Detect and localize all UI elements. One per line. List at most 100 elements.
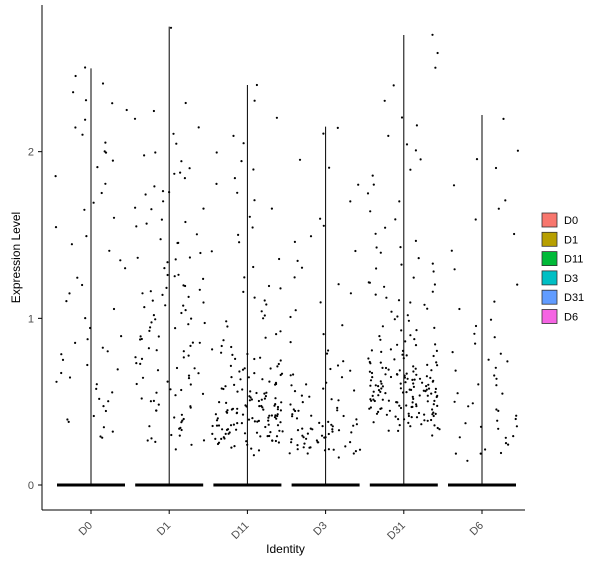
data-point [259, 356, 262, 359]
data-point [253, 296, 256, 299]
data-point [174, 327, 177, 330]
data-point [305, 437, 308, 440]
data-point [135, 362, 138, 365]
legend-swatch [541, 270, 558, 286]
data-point [180, 428, 183, 432]
data-point [84, 99, 88, 102]
data-point [54, 226, 58, 229]
data-point [164, 304, 167, 307]
data-point [431, 290, 434, 293]
data-point [76, 276, 79, 279]
x-tick-label-d6: D6 [468, 520, 486, 538]
data-point [322, 224, 325, 227]
data-point [232, 134, 235, 137]
data-point [516, 283, 519, 286]
data-point [435, 361, 438, 364]
data-point [157, 403, 160, 406]
data-point [166, 380, 169, 383]
data-point [136, 256, 139, 259]
legend-swatch [541, 212, 558, 228]
data-point [184, 284, 187, 288]
data-point [387, 134, 390, 137]
data-point [99, 435, 102, 438]
data-point [146, 439, 149, 442]
data-point [60, 371, 63, 375]
zero-cluster [291, 483, 360, 487]
data-point [230, 446, 233, 449]
data-point [409, 168, 412, 171]
data-point [140, 357, 144, 360]
data-point [170, 433, 173, 437]
data-point [432, 411, 435, 414]
data-point [413, 338, 416, 341]
data-point [225, 410, 228, 413]
legend-item-d6: D6 [541, 309, 578, 324]
data-point [358, 448, 362, 451]
data-point [392, 84, 395, 87]
data-point [260, 398, 263, 401]
data-point [250, 398, 253, 401]
data-point [405, 404, 408, 407]
data-point [271, 439, 274, 442]
data-point [389, 375, 393, 379]
legend-swatch [541, 309, 558, 324]
data-point [240, 422, 243, 425]
data-point [410, 416, 413, 419]
data-point [187, 295, 190, 298]
data-point [433, 399, 436, 402]
data-point [319, 217, 322, 220]
data-point [494, 166, 498, 170]
data-point [331, 430, 334, 433]
data-point [150, 208, 153, 211]
data-point [264, 395, 267, 398]
data-point [240, 160, 243, 163]
data-point [434, 66, 437, 69]
data-point [160, 218, 163, 221]
y-axis-title: Expression Level [9, 212, 23, 303]
data-point [434, 343, 437, 346]
data-point [411, 395, 414, 398]
data-point [354, 450, 357, 453]
data-point [178, 434, 181, 437]
data-point [393, 358, 396, 361]
data-point [139, 362, 142, 365]
data-point [267, 416, 270, 419]
data-point [262, 317, 265, 320]
data-point [163, 267, 166, 270]
data-point [377, 410, 380, 413]
data-point [370, 371, 374, 375]
data-point [412, 397, 415, 400]
data-point [276, 405, 280, 409]
data-point [149, 326, 152, 329]
data-point [454, 369, 457, 372]
data-point [260, 310, 263, 313]
data-point [86, 363, 89, 367]
data-point [172, 132, 175, 135]
legend-item-d1: D1 [541, 231, 578, 247]
data-point [381, 385, 384, 388]
data-point [154, 151, 157, 154]
data-point [336, 406, 339, 409]
data-point [104, 141, 107, 144]
data-point [374, 384, 377, 387]
data-point [423, 419, 426, 422]
zero-cluster [213, 483, 282, 487]
data-point [215, 151, 218, 154]
data-point [412, 385, 415, 388]
data-point [415, 403, 418, 406]
data-point [357, 183, 360, 186]
data-point [419, 158, 422, 161]
data-point [433, 326, 436, 329]
data-point [411, 378, 414, 381]
data-point [260, 404, 263, 408]
data-point [268, 434, 271, 438]
data-point [385, 296, 388, 299]
data-point [102, 405, 105, 408]
data-point [211, 348, 214, 351]
data-point [231, 353, 234, 356]
data-point [226, 325, 229, 328]
data-point [354, 249, 357, 253]
data-point [317, 441, 320, 444]
data-point [417, 411, 421, 415]
data-point [247, 376, 250, 379]
